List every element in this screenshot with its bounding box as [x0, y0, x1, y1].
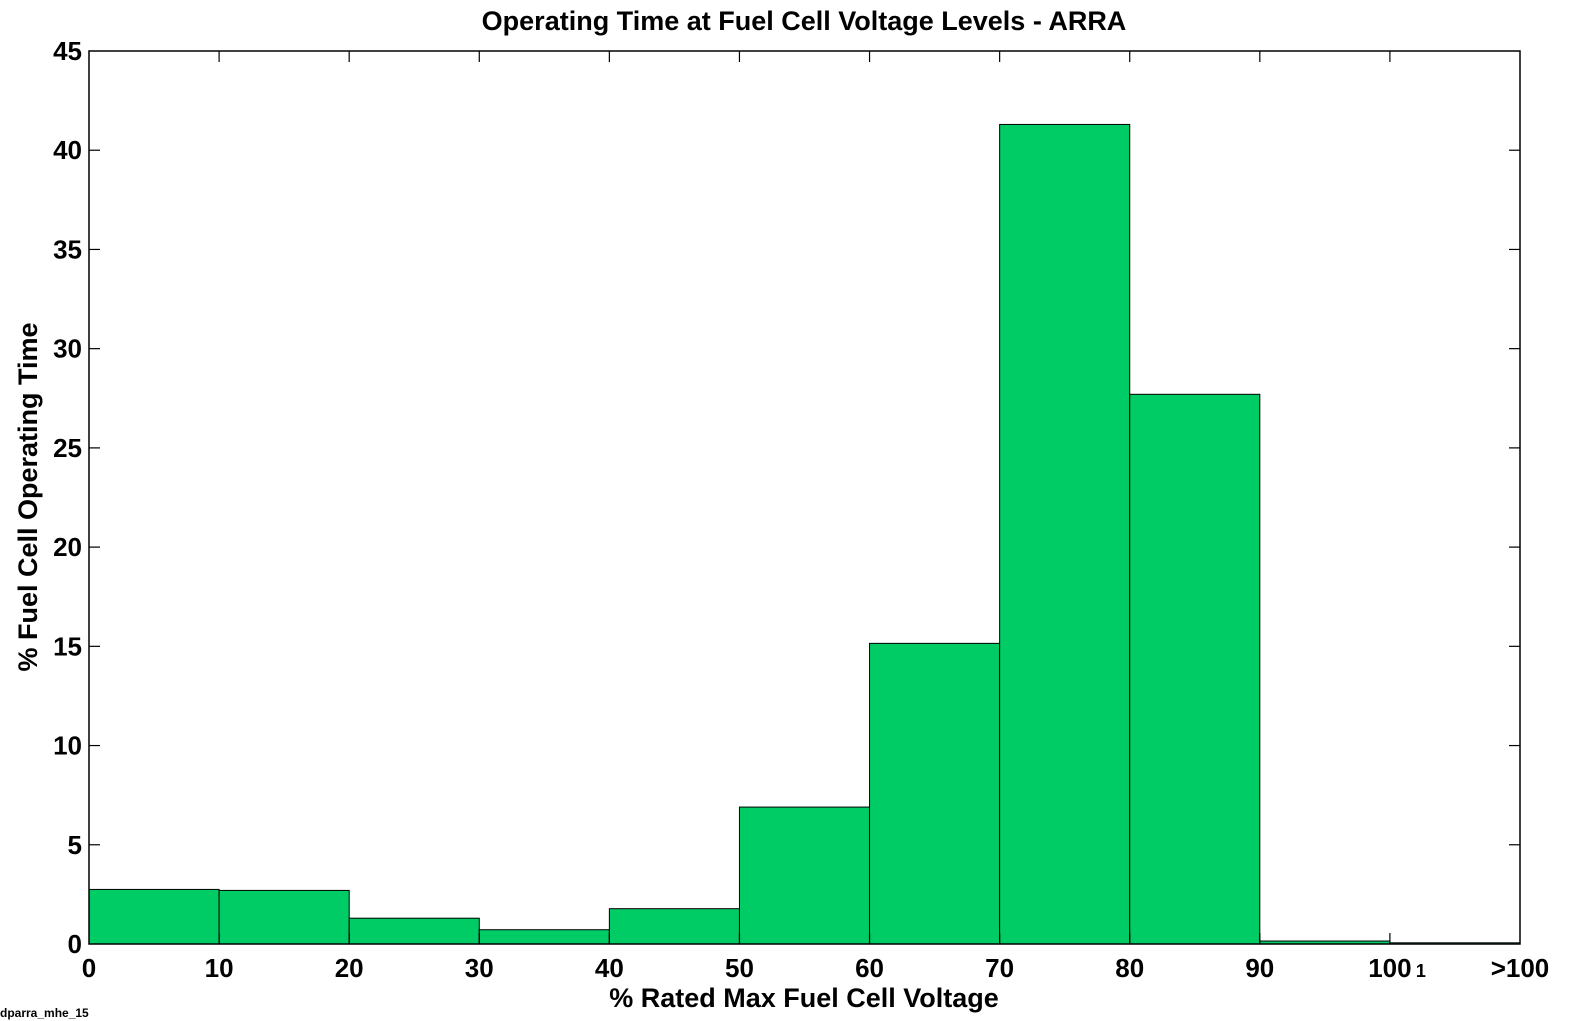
x-axis-label: % Rated Max Fuel Cell Voltage: [609, 983, 999, 1013]
y-tick-label: 35: [53, 234, 82, 264]
bar-0-10: [88, 888, 220, 945]
bar-40-50: [608, 908, 740, 945]
bar-20-30: [348, 917, 480, 945]
y-tick-labels: 0 5 10 15 20 25 30 35 40 45: [53, 36, 82, 959]
x-tick-label: 30: [465, 953, 494, 983]
x-tick-label: 50: [725, 953, 754, 983]
x-tick-label: 0: [82, 953, 96, 983]
y-tick-label: 20: [53, 532, 82, 562]
bar-60-70: [869, 642, 1001, 945]
ticks-group: [89, 51, 1520, 944]
x-tick-label: 40: [595, 953, 624, 983]
bar-10-20: [218, 889, 350, 945]
bar-80-90: [1129, 393, 1261, 945]
bar-70-80: [999, 123, 1131, 945]
y-tick-label: 25: [53, 433, 82, 463]
bar-30-40: [478, 929, 610, 945]
y-tick-label: 15: [53, 631, 82, 661]
plot-area-frame: [88, 50, 1521, 945]
x-tick-label: 90: [1245, 953, 1274, 983]
x-tick-label: 20: [335, 953, 364, 983]
bars-group: [88, 123, 1521, 945]
x-tick-label: 70: [985, 953, 1014, 983]
x-tick-label: 60: [855, 953, 884, 983]
x-tick-label: >100: [1491, 953, 1550, 983]
x-tick-label: 80: [1115, 953, 1144, 983]
x-tick-labels: 0 10 20 30 40 50 60 70 80 90 100 >100 1: [82, 953, 1550, 983]
y-axis-label: % Fuel Cell Operating Time: [13, 322, 43, 671]
y-tick-label: 5: [68, 830, 82, 860]
bar-50-60: [738, 806, 871, 945]
y-tick-label: 40: [53, 135, 82, 165]
y-tick-label: 30: [53, 334, 82, 364]
y-tick-label: 45: [53, 36, 82, 66]
y-tick-label: 0: [68, 929, 82, 959]
x-tick-label: 100: [1368, 953, 1411, 983]
y-tick-label: 10: [53, 731, 82, 761]
x-tick-marker: 1: [1416, 961, 1426, 981]
footer-note: dparra_mhe_15: [0, 1006, 89, 1020]
x-tick-label: 10: [205, 953, 234, 983]
chart-title: Operating Time at Fuel Cell Voltage Leve…: [482, 6, 1127, 36]
